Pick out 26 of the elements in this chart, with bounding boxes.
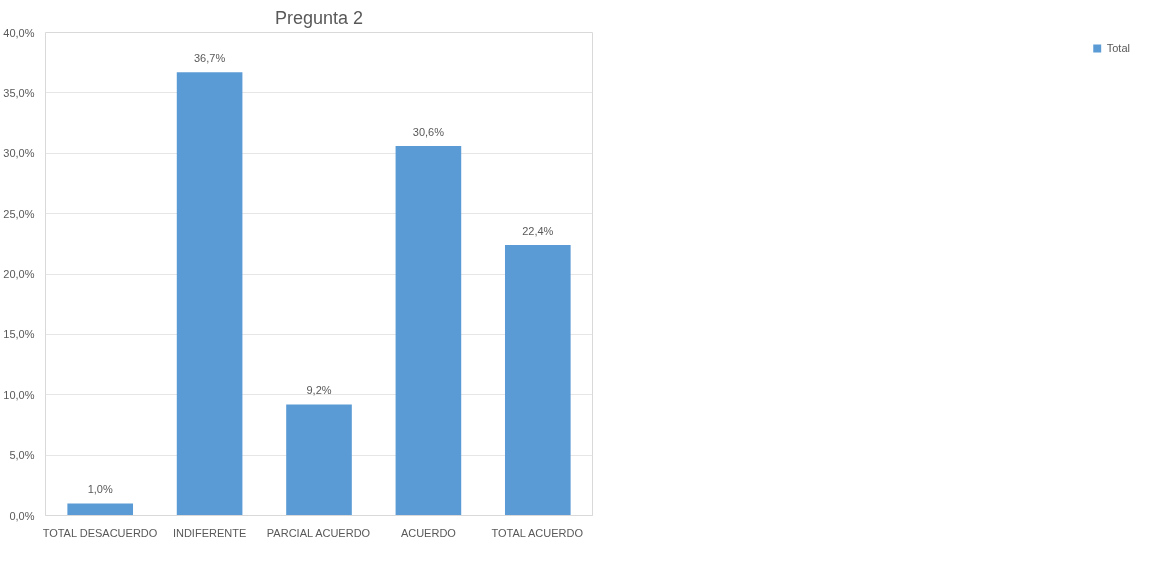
x-tick-label: INDIFERENTE (172, 526, 247, 539)
x-tick-label: PARCIAL ACUERDO (266, 526, 371, 539)
text: 9,2% (306, 384, 332, 397)
y-tick-label: 15,0% (3, 328, 35, 341)
text: 22,4% (522, 225, 554, 238)
y-tick-label: 25,0% (3, 207, 35, 220)
text: 1,0% (87, 483, 113, 496)
y-tick-label: 20,0% (3, 268, 35, 280)
y-tick-label: 30,0% (3, 147, 35, 160)
chart-title: Pregunta 2 (274, 7, 364, 28)
bar (67, 503, 134, 516)
text: 30,6% (412, 126, 445, 139)
y-tick-label: 35,0% (3, 86, 35, 99)
x-tick-label: TOTAL ACUERDO (491, 526, 584, 539)
bar (286, 404, 352, 516)
bar (176, 72, 243, 516)
x-tick-label: ACUERDO (400, 526, 457, 539)
x-tick-label: TOTAL DESACUERDO (42, 526, 158, 539)
y-tick-label: 0,0% (9, 509, 35, 522)
bar (395, 146, 462, 516)
y-tick-label: 10,0% (3, 388, 35, 401)
bar (504, 245, 571, 516)
y-tick-label: 40,0% (3, 26, 35, 39)
y-tick-label: 5,0% (9, 449, 35, 462)
text: 36,7% (194, 52, 226, 65)
legend-label: Total (1106, 42, 1130, 54)
